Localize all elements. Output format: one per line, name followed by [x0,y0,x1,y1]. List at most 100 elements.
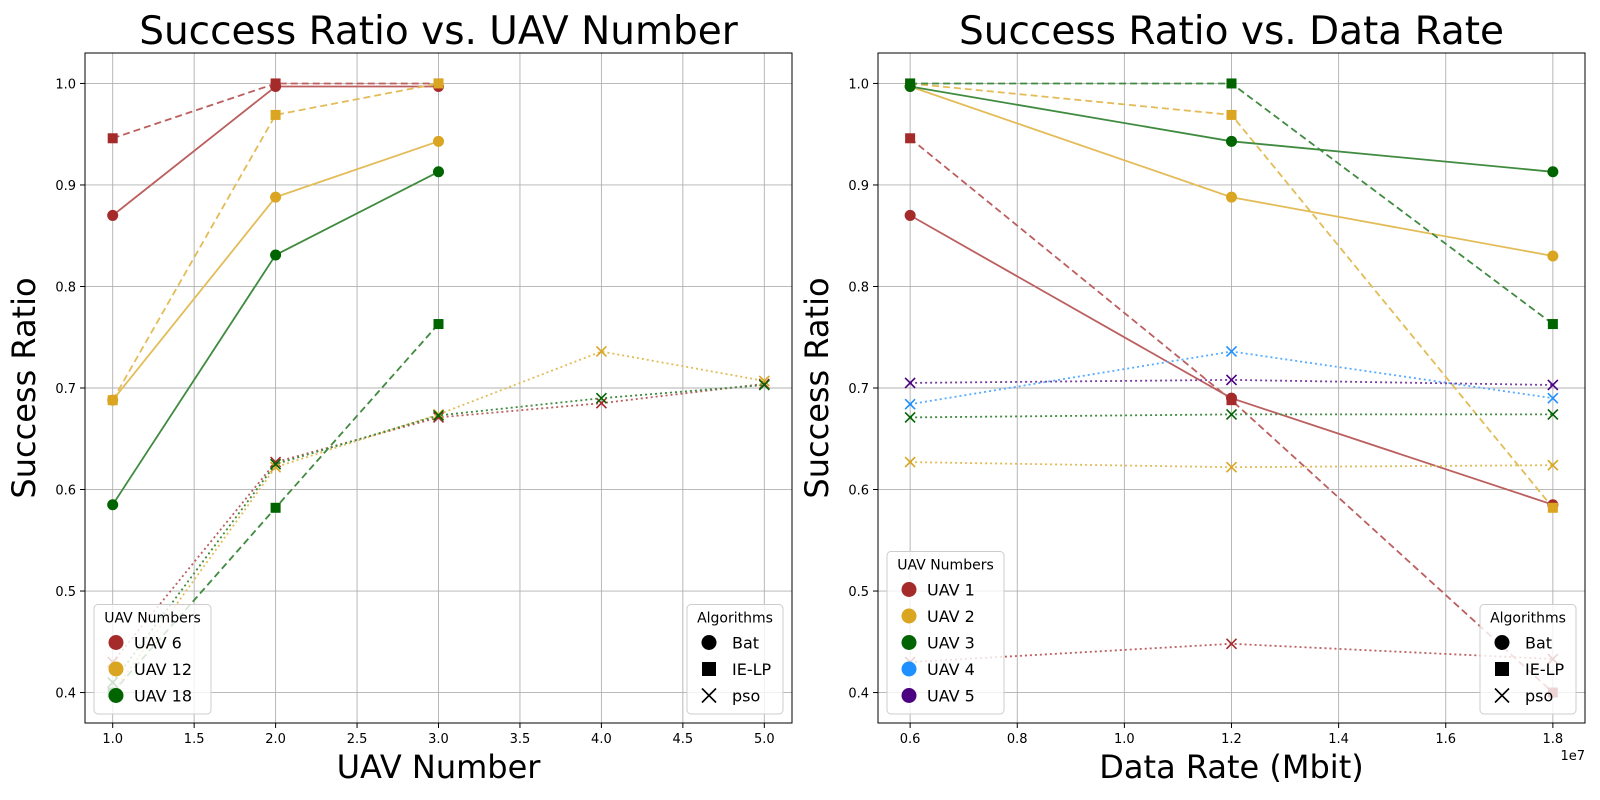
series-group [904,78,1559,698]
legend-swatch [901,608,917,624]
legend-marker-stroke-b [1494,687,1510,704]
legend-label: UAV 6 [134,634,182,653]
data-point [107,499,119,511]
data-point [1547,319,1558,330]
legend-marker [1494,687,1510,704]
data-point [270,109,281,120]
data-point [433,78,444,89]
data-point [595,345,607,358]
legend-swatch [901,582,917,597]
data-point [433,135,444,147]
legend-label: UAV 12 [134,660,192,679]
data-point [1547,166,1559,178]
legend-swatch [901,688,917,703]
data-point [904,377,916,389]
x-tick-label: 0.8 [1007,732,1028,747]
data-point-stroke-b [432,411,445,424]
x-axis-exponent: 1e7 [1560,749,1585,764]
data-point-stroke-b [904,411,916,424]
data-point [1547,250,1559,262]
data-point [1547,392,1559,404]
legend-marker [702,662,716,676]
data-point [107,133,118,144]
data-point [270,78,281,89]
legend-swatch [108,688,124,703]
legend-marker [1494,635,1510,650]
data-point [1225,345,1238,358]
data-point-stroke-b [270,456,282,468]
legend-label: Bat [732,634,759,653]
x-tick-label: 1.4 [1328,732,1349,747]
y-tick-label: 0.9 [55,179,76,194]
legend-title: Algorithms [697,611,773,627]
legend-label: IE-LP [732,660,772,679]
legend-title: Algorithms [1490,611,1566,627]
legend-label: pso [732,687,760,706]
data-point-stroke-b [758,379,770,391]
legend-title: UAV Numbers [897,558,994,574]
data-point [1225,374,1238,386]
data-point [595,392,607,404]
data-point [1547,459,1559,471]
legend-marker [701,635,717,650]
y-tick-label: 1.0 [848,77,869,92]
data-point [432,409,445,421]
data-point-stroke-b [1225,638,1238,650]
x-tick-label: 1.0 [1114,732,1135,747]
y-axis-label: Success Ratio [5,277,43,498]
data-point [905,133,916,144]
chart-panel-1: 1.0 1.5 2.0 2.5 3.0 3.5 4.0 4.5 5.0 0.4 0.5 0.6 0.7 0… [5,9,793,786]
data-point-stroke-b [270,458,282,470]
legend-marker [1495,662,1509,676]
legend-marker [701,687,717,704]
data-point [270,458,282,470]
legend-swatch [901,661,917,677]
legend-title: UAV Numbers [104,611,201,627]
legend-label: Bat [1525,634,1552,653]
legend-swatch [901,635,917,650]
y-tick-label: 1.0 [55,77,76,92]
data-point-stroke-b [758,375,770,387]
y-tick-label: 0.6 [848,484,869,499]
legend-label: UAV 5 [927,687,975,706]
legend-label: UAV 18 [134,687,192,706]
data-point [905,78,916,89]
legend-box [93,604,212,715]
data-point [904,398,916,410]
series-line [909,137,1554,694]
data-point [270,249,282,261]
data-point [758,375,770,387]
legend-uav-numbers: UAV Numbers UAV 1 UAV 2 UAV 3 UAV 4 UAV 5 [886,551,1005,715]
grid [878,53,1585,723]
data-point-stroke-b [1225,408,1238,420]
legend-marker-stroke-b [701,687,717,704]
data-point [758,379,770,391]
data-point [1547,379,1559,391]
legend-label: UAV 3 [927,634,975,653]
x-tick-label: 3.5 [510,732,531,747]
legend-label: UAV 1 [927,581,975,600]
y-tick-label: 0.8 [848,280,869,295]
y-axis-label: Success Ratio [798,277,836,498]
x-tick-label: 1.5 [184,732,205,747]
data-point-stroke-b [904,456,916,468]
data-point [107,209,119,221]
data-point [107,395,118,406]
data-point [595,397,607,409]
legend-box [1479,604,1577,715]
data-point [1226,109,1237,120]
legend-label: UAV 2 [927,607,975,626]
data-point [904,411,916,424]
x-tick-label: 1.6 [1435,732,1456,747]
x-axis-label: UAV Number [337,748,542,786]
legend-box [886,551,1005,715]
data-point-stroke-b [904,377,916,389]
legend-swatch [108,635,124,650]
data-point-stroke-b [1225,461,1238,473]
data-point [1225,461,1238,473]
data-point-stroke-b [1225,345,1238,358]
legend-label: IE-LP [1525,660,1565,679]
data-point [433,166,444,178]
series-line [111,384,765,683]
